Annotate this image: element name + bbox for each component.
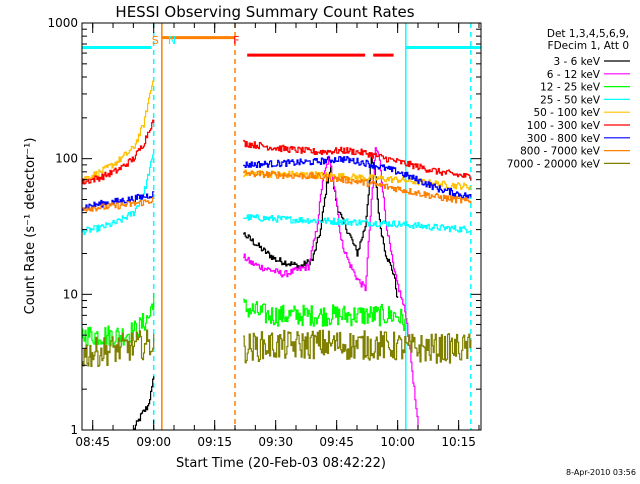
legend-label-12-25-kev: 12 - 25 keV [540,82,601,94]
series-100-300-kev [82,119,472,185]
axes: 08:45 09:00 09:15 09:30 09:45 10:00 10:15 1 10 10… [47,16,481,449]
x-tick-label-1015: 10:15 [441,435,476,449]
x-axis-label: Start Time (20-Feb-03 08:42:22) [176,456,386,471]
series-300-800-kev [82,156,472,211]
annotation-f: F [233,34,239,47]
series-3-6-kev [133,156,399,430]
y-tick-label-100: 100 [55,152,78,166]
y-tick-label-1: 1 [70,423,78,437]
x-tick-label-0930: 09:30 [258,435,293,449]
legend-label-25-50-kev: 25 - 50 keV [540,94,601,106]
y-tick-label-10: 10 [63,287,78,301]
legend-label-3-6-kev: 3 - 6 keV [553,56,600,68]
legend-header-1: Det 1,3,4,5,6,9, [547,28,629,40]
data-series [82,79,472,430]
annotation-n: N [168,34,176,47]
series-7000-20000-kev [82,329,472,367]
x-tick-label-0900: 09:00 [136,435,171,449]
legend-label-6-12-kev: 6 - 12 keV [547,69,601,81]
series-50-100-kev [82,79,472,191]
x-tick-label-0845: 08:45 [75,435,110,449]
y-axis-label: Count Rate (s⁻¹ detector⁻¹) [23,138,38,315]
legend-header-2: FDecim 1, Att 0 [548,40,629,52]
plot-frame [81,22,482,431]
x-tick-label-1000: 10:00 [380,435,415,449]
legend-label-7000-20000-kev: 7000 - 20000 keV [507,158,601,170]
annotation-s: S [152,34,159,47]
legend-label-50-100-kev: 50 - 100 keV [533,107,600,119]
x-tick-label-0945: 09:45 [319,435,354,449]
y-tick-label-1000: 1000 [47,16,78,30]
series-6-12-kev [243,147,419,428]
footer-date: 8-Apr-2010 03:56 [566,468,636,477]
series-800-7000-kev [82,170,472,212]
state-bars [82,36,481,57]
marker-lines [152,23,472,430]
legend: Det 1,3,4,5,6,9,FDecim 1, Att 0 3 - 6 keV… [507,28,630,170]
x-tick-label-0915: 09:15 [197,435,232,449]
legend-label-800-7000-kev: 800 - 7000 keV [520,146,601,158]
legend-label-300-800-kev: 300 - 800 keV [527,133,601,145]
series-12-25-kev [82,293,407,347]
chart-title: HESSI Observing Summary Count Rates [115,3,414,21]
legend-label-100-300-kev: 100 - 300 keV [527,120,601,132]
